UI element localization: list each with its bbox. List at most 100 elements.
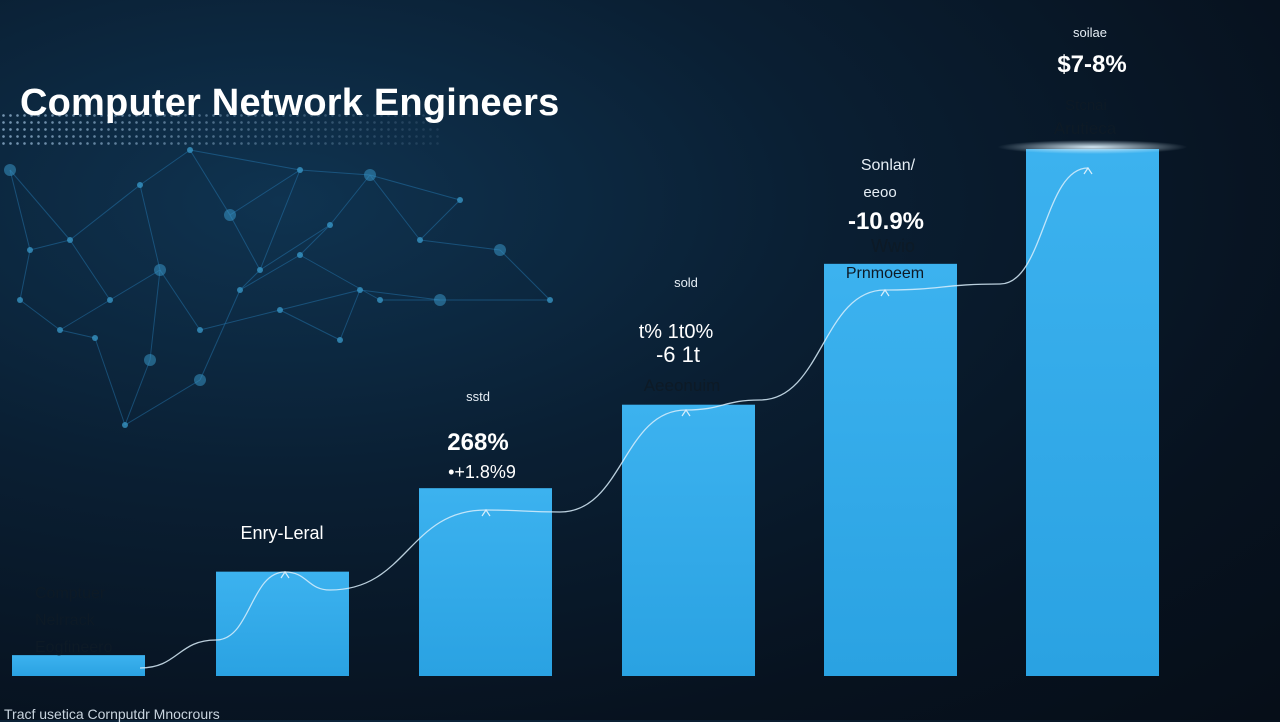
network-node: [494, 244, 506, 256]
network-link: [139, 149, 191, 186]
category-label: Comptuer: [35, 585, 106, 602]
network-link: [189, 149, 231, 216]
network-link: [229, 214, 261, 271]
bar: [216, 571, 349, 676]
data-label: sold: [674, 275, 698, 290]
network-node: [377, 297, 383, 303]
network-link: [109, 269, 161, 301]
network-node: [337, 337, 343, 343]
data-label: Stcnai: [1065, 97, 1107, 114]
category-label: Prnmoeem: [846, 265, 924, 282]
data-label: •+1.8%9: [448, 462, 516, 482]
network-link: [369, 174, 421, 241]
network-node: [224, 209, 236, 221]
bar: [12, 655, 145, 676]
network-node: [327, 222, 333, 228]
network-link: [419, 239, 501, 251]
data-label: t% 1t0%: [639, 321, 714, 343]
network-node: [297, 167, 303, 173]
category-label: Arutieca: [1054, 119, 1117, 138]
network-node: [297, 252, 303, 258]
data-label: Wwio: [871, 236, 915, 256]
arrow-head: [681, 408, 691, 417]
network-link: [69, 239, 111, 301]
network-link: [339, 289, 361, 341]
bar: [419, 488, 552, 676]
network-link: [259, 169, 301, 271]
network-link: [259, 224, 331, 271]
arrow-head: [280, 570, 290, 579]
network-node: [434, 294, 446, 306]
network-link: [19, 249, 31, 301]
network-node: [122, 422, 128, 428]
network-node: [144, 354, 156, 366]
data-label: soilae: [1073, 25, 1107, 40]
network-link: [94, 337, 126, 426]
network-link: [329, 174, 371, 226]
network-link: [239, 254, 301, 291]
arrow-head: [880, 288, 890, 297]
network-node: [154, 264, 166, 276]
network-link: [124, 359, 151, 426]
network-link: [149, 269, 161, 361]
network-link: [159, 269, 201, 331]
dotted-decoration: [0, 112, 440, 148]
data-label: sstd: [466, 389, 490, 404]
arrow-head: [1083, 166, 1093, 175]
network-node: [194, 374, 206, 386]
network-node: [357, 287, 363, 293]
network-link: [199, 309, 281, 331]
network-link: [229, 169, 301, 216]
network-node: [364, 169, 376, 181]
network-node: [187, 147, 193, 153]
network-node: [197, 327, 203, 333]
network-link: [139, 184, 161, 271]
network-node: [4, 164, 16, 176]
network-link: [299, 224, 331, 256]
network-node: [417, 237, 423, 243]
network-link: [124, 379, 201, 426]
network-node: [547, 297, 553, 303]
network-node: [277, 307, 283, 313]
network-link: [499, 249, 551, 301]
network-node: [67, 237, 73, 243]
bar: [1026, 149, 1159, 677]
trend-curve: [139, 167, 1089, 669]
category-label: Aeeonuim: [644, 376, 721, 395]
bar-top-glow: [997, 140, 1188, 155]
network-node: [27, 247, 33, 253]
network-link: [279, 289, 361, 311]
network-link: [419, 199, 461, 241]
network-background: [4, 147, 553, 428]
bar: [824, 263, 957, 676]
network-link: [9, 169, 71, 241]
data-label: $7-8%: [1057, 51, 1126, 78]
network-node: [257, 267, 263, 273]
network-node: [457, 197, 463, 203]
data-label: 268%: [447, 429, 508, 456]
data-label: -6 1t: [656, 342, 700, 367]
chart-title: Computer Network Engineers: [20, 82, 560, 124]
network-link: [199, 289, 241, 381]
category-label: Enry-Leral: [240, 523, 323, 543]
network-link: [29, 239, 71, 251]
network-link: [9, 169, 31, 251]
network-link: [19, 299, 61, 331]
network-link: [279, 309, 341, 341]
network-link: [299, 169, 371, 176]
network-link: [59, 329, 96, 339]
category-label: Nelrrack: [35, 612, 96, 629]
network-node: [107, 297, 113, 303]
data-label: Sonlan/: [861, 157, 916, 174]
network-link: [369, 174, 461, 201]
network-link: [239, 269, 261, 291]
network-node: [17, 297, 23, 303]
footnote: Tracf usetica Cornputdr Mnocrours: [4, 706, 220, 722]
network-node: [92, 335, 98, 341]
network-node: [137, 182, 143, 188]
network-link: [299, 254, 381, 301]
network-node: [57, 327, 63, 333]
network-link: [69, 184, 141, 241]
bar: [622, 404, 755, 676]
